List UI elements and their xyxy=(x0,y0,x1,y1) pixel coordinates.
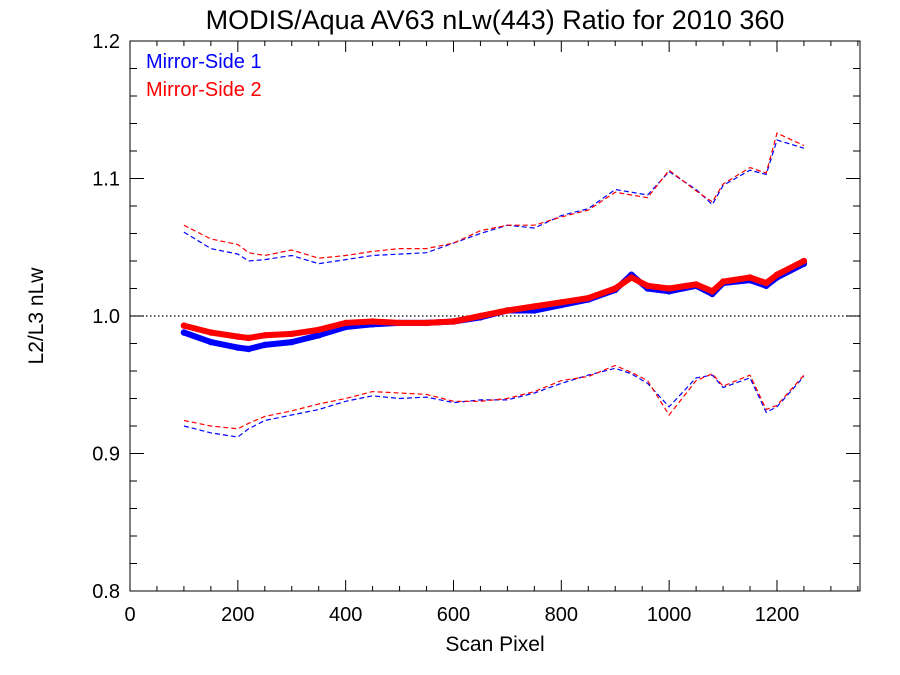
ms2-mean-point xyxy=(315,326,322,333)
ms1-mean-point xyxy=(207,338,215,346)
y-axis-label: L2/L3 nLw xyxy=(25,267,48,365)
x-axis-label: Scan Pixel xyxy=(445,633,544,656)
ms1-mean-point xyxy=(245,345,252,353)
legend-mirror-side-1: Mirror-Side 1 xyxy=(146,51,262,73)
ms2-mean-point xyxy=(369,318,376,325)
y-tick-label: 0.9 xyxy=(92,444,120,466)
ms1-mean-point xyxy=(288,338,295,346)
ms2-mean-point xyxy=(477,312,484,320)
ms2-mean-point xyxy=(180,322,188,329)
ms2-mean-point xyxy=(234,333,241,340)
ms2-mean-point xyxy=(504,307,511,314)
x-tick-label: 800 xyxy=(545,604,578,626)
chart-title: MODIS/Aqua AV63 nLw(443) Ratio for 2010 … xyxy=(206,5,785,35)
ms2-lower-bound-line xyxy=(183,364,805,430)
plot-area xyxy=(130,132,860,438)
x-tick-label: 1200 xyxy=(755,604,800,626)
axis-ticks: 0 200 400 600 800 1000 1200 0.8 0.9 1.0 1.1 1.2 xyxy=(92,31,860,626)
legend-mirror-side-2: Mirror-Side 2 xyxy=(146,79,262,101)
x-tick-label: 400 xyxy=(329,604,362,626)
ms2-mean-point xyxy=(558,299,565,306)
ms2-mean-point xyxy=(423,319,430,327)
ms2-mean-point xyxy=(450,318,457,325)
ms2-mean-point xyxy=(665,285,673,292)
y-tick-label: 1.0 xyxy=(92,306,120,328)
ms2-upper-bound-line xyxy=(183,132,805,259)
ms2-mean-point xyxy=(396,319,403,327)
x-tick-label: 200 xyxy=(221,604,254,626)
ms1-mean-point xyxy=(180,329,188,336)
ms2-mean-point xyxy=(800,257,808,265)
ms2-mean-point xyxy=(261,332,268,339)
y-tick-label: 1.2 xyxy=(92,31,120,53)
ms1-upper-bound-line xyxy=(183,139,805,265)
x-tick-label: 1000 xyxy=(647,604,692,626)
x-tick-label: 0 xyxy=(124,604,135,626)
y-tick-label: 1.1 xyxy=(92,169,120,191)
ms2-mean-point xyxy=(207,329,215,336)
ms2-mean-point xyxy=(692,281,700,288)
ms2-mean-point xyxy=(585,294,592,302)
ms2-mean-point xyxy=(763,279,770,287)
ms2-mean-point xyxy=(719,278,727,285)
ms1-mean-point xyxy=(234,344,241,351)
ms2-mean-point xyxy=(342,319,349,327)
ms2-mean-point xyxy=(746,274,754,281)
ms2-mean-point xyxy=(245,334,252,342)
ms2-mean-point xyxy=(773,271,781,278)
ms1-lower-bound-line xyxy=(183,367,805,438)
ms2-mean-point xyxy=(709,288,716,295)
y-tick-label: 0.8 xyxy=(92,581,120,603)
ms2-mean-ratio-line xyxy=(180,258,807,341)
ms2-mean-point xyxy=(628,274,635,281)
x-tick-label: 600 xyxy=(437,604,470,626)
ms2-mean-point xyxy=(288,330,295,338)
ms2-mean-point xyxy=(644,282,651,289)
ms2-mean-point xyxy=(531,303,538,310)
ms2-mean-point xyxy=(612,285,619,292)
ms1-mean-point xyxy=(315,332,322,339)
ms1-mean-point xyxy=(261,341,268,349)
